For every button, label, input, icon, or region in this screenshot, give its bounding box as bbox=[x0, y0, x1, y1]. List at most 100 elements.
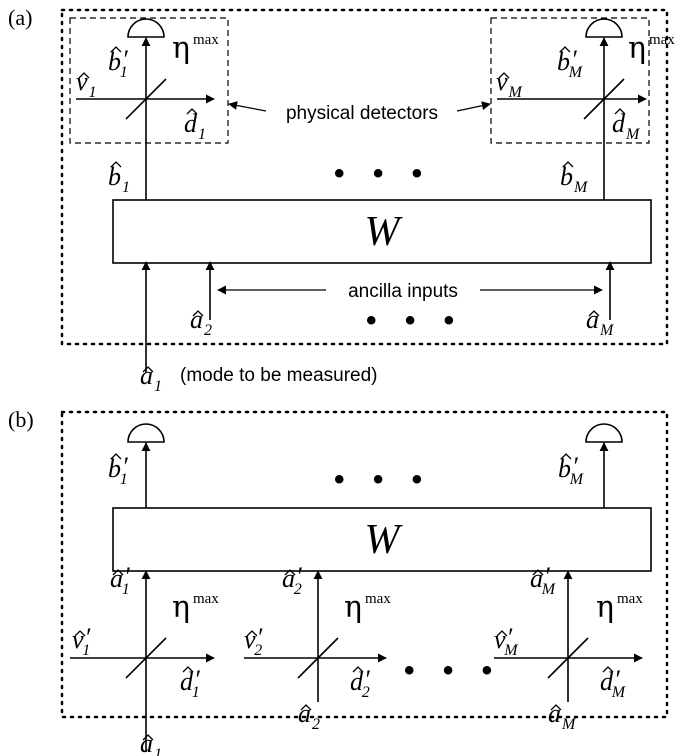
math-label-a-b1p: b′1 bbox=[108, 45, 128, 81]
panel-a-label: (a) bbox=[8, 5, 32, 30]
detector-box-1 bbox=[69, 17, 229, 144]
svg-text:d′2: d′2 bbox=[350, 665, 370, 701]
svg-text:b′1: b′1 bbox=[108, 452, 128, 488]
math-label-b-dMp: d′M bbox=[600, 665, 627, 701]
svg-text:a′1: a′1 bbox=[110, 562, 130, 598]
detector-b-M-icon bbox=[585, 423, 623, 443]
hat-accent bbox=[78, 72, 90, 79]
hat-accent bbox=[110, 46, 122, 53]
svg-text:v′M: v′M bbox=[494, 623, 519, 659]
math-label-b-a1: a1 bbox=[140, 729, 162, 756]
math-label-a-etaM: η max bbox=[628, 31, 675, 66]
hat-accent bbox=[110, 161, 122, 168]
math-label-b-eta2: η max bbox=[344, 590, 391, 625]
detector-1-icon bbox=[127, 18, 165, 38]
hat-accent bbox=[498, 72, 510, 79]
svg-text:bM: bM bbox=[560, 162, 589, 196]
panel-a: (a) W physical detectors ancilla inputs … bbox=[8, 5, 669, 386]
math-label-b-aM: aM bbox=[548, 699, 577, 733]
math-label-b-v2p: v′2 bbox=[244, 623, 263, 659]
hat-accent bbox=[560, 453, 572, 460]
svg-text:b′1: b′1 bbox=[108, 45, 128, 81]
hat-accent bbox=[588, 310, 600, 317]
svg-text:v1: v1 bbox=[76, 67, 97, 101]
hat-accent bbox=[532, 569, 544, 576]
math-label-a-v1: v1 bbox=[76, 67, 97, 101]
svg-text:d1: d1 bbox=[184, 109, 206, 143]
svg-text:a′2: a′2 bbox=[282, 562, 302, 598]
detector-b-1-icon bbox=[127, 423, 165, 443]
hat-accent bbox=[246, 630, 258, 637]
svg-text:d′M: d′M bbox=[600, 665, 627, 701]
hat-accent bbox=[496, 630, 508, 637]
svg-text:a1: a1 bbox=[140, 361, 162, 395]
ellipsis-top-a: • • • bbox=[334, 157, 432, 190]
math-label-a-a2: a2 bbox=[190, 305, 212, 339]
math-label-b-v1p: v′1 bbox=[72, 623, 91, 659]
detectors-arrow-left bbox=[228, 101, 267, 112]
beamsplitter-b-1 bbox=[125, 637, 167, 679]
math-label-a-b1: b1 bbox=[108, 161, 130, 196]
svg-text:a1: a1 bbox=[140, 729, 162, 756]
hat-accent bbox=[300, 704, 312, 711]
beamsplitter-b-M bbox=[547, 637, 589, 679]
math-label-a-aM: aM bbox=[586, 305, 615, 339]
math-label-a-a1: a1 bbox=[140, 361, 162, 395]
math-label-b-a1p: a′1 bbox=[110, 562, 130, 598]
math-label-b-etaM: η max bbox=[596, 590, 643, 625]
math-label-b-a2: a2 bbox=[298, 699, 320, 733]
ellipsis-bottom-a: • • • bbox=[366, 304, 464, 337]
hat-accent bbox=[110, 453, 122, 460]
svg-text:b′M: b′M bbox=[557, 45, 584, 81]
hat-accent bbox=[550, 704, 562, 711]
math-label-b-vMp: v′M bbox=[494, 623, 519, 659]
hat-accent bbox=[112, 569, 124, 576]
svg-text:b′M: b′M bbox=[558, 452, 585, 488]
svg-text:dM: dM bbox=[612, 109, 641, 143]
svg-text:a2: a2 bbox=[190, 305, 212, 339]
hat-accent bbox=[602, 666, 614, 673]
math-labels: v1 b′1 η max d1 b1 vM b′M η max dM bM a2 aM a1 b′1 b′M a′… bbox=[72, 31, 675, 756]
hat-accent bbox=[559, 46, 571, 53]
svg-text:b1: b1 bbox=[108, 162, 130, 196]
hat-accent bbox=[562, 161, 574, 168]
ellipsis-bottom-b: • • • bbox=[404, 654, 502, 687]
hat-accent bbox=[284, 569, 296, 576]
hat-accent bbox=[192, 310, 204, 317]
beamsplitter-M bbox=[583, 78, 625, 120]
math-label-a-dM: dM bbox=[612, 108, 641, 143]
ellipsis-top-b: • • • bbox=[334, 463, 432, 496]
math-label-b-aMp: a′M bbox=[530, 562, 557, 598]
unitary-W-label-a: W bbox=[365, 209, 404, 255]
hat-accent bbox=[142, 734, 154, 741]
math-label-b-bMp: b′M bbox=[558, 452, 585, 488]
svg-text:d′1: d′1 bbox=[180, 665, 200, 701]
measured-mode-note: (mode to be measured) bbox=[180, 365, 378, 386]
math-label-a-d1: d1 bbox=[184, 108, 206, 143]
math-label-a-bM: bM bbox=[560, 161, 589, 196]
hat-accent bbox=[74, 630, 86, 637]
hat-accent bbox=[614, 108, 626, 115]
svg-text:v′2: v′2 bbox=[244, 623, 263, 659]
unitary-W-box-b bbox=[112, 507, 652, 572]
detector-M-icon bbox=[585, 18, 623, 38]
svg-text:aM: aM bbox=[548, 699, 577, 733]
svg-text:vM: vM bbox=[496, 67, 524, 101]
unitary-W-box-a bbox=[112, 199, 652, 264]
math-label-a-eta1: η max bbox=[172, 31, 219, 66]
math-label-b-eta1: η max bbox=[172, 590, 219, 625]
math-label-b-a2p: a′2 bbox=[282, 562, 302, 598]
math-label-a-vM: vM bbox=[496, 67, 524, 101]
detectors-arrow-right bbox=[456, 101, 491, 112]
math-label-a-bMp: b′M bbox=[557, 45, 584, 81]
panel-a-enclosure bbox=[60, 8, 669, 346]
hat-accent bbox=[142, 366, 154, 373]
panel-b: (b) W • • • • • • bbox=[8, 407, 669, 752]
detector-box-M bbox=[490, 17, 650, 144]
